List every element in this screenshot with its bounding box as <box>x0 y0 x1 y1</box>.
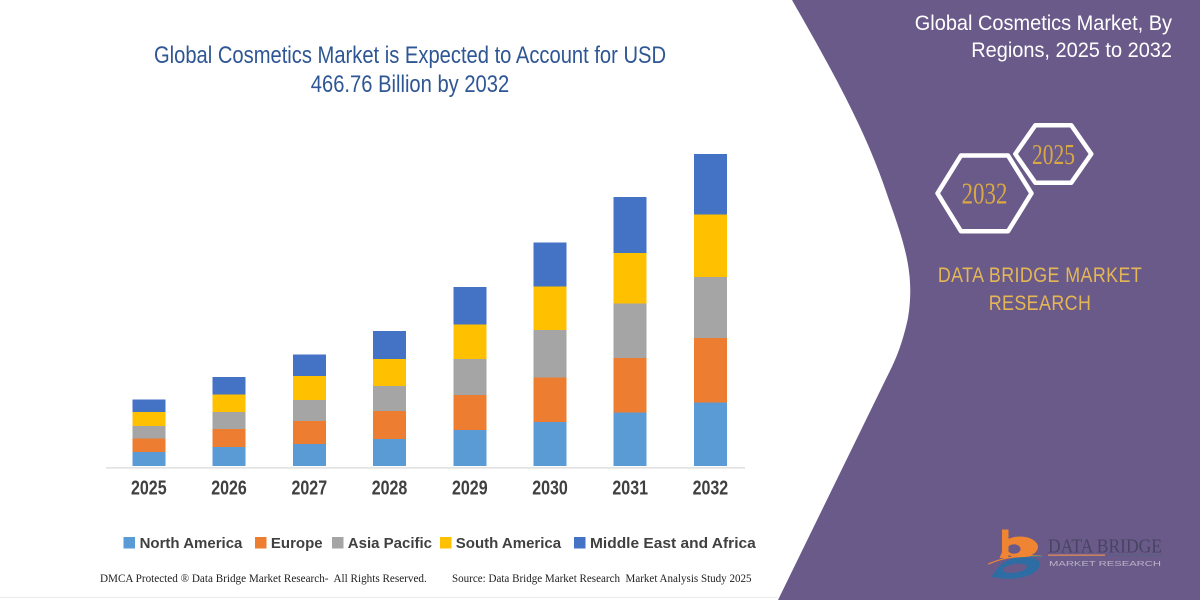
svg-text:South America: South America <box>456 535 562 552</box>
svg-text:2029: 2029 <box>452 477 488 499</box>
svg-text:North America: North America <box>140 535 243 552</box>
svg-text:Asia Pacific: Asia Pacific <box>348 535 432 552</box>
svg-text:2032: 2032 <box>693 477 729 499</box>
svg-text:2028: 2028 <box>372 477 408 499</box>
svg-text:Middle East and Africa: Middle East and Africa <box>590 535 756 552</box>
svg-text:2032: 2032 <box>962 176 1008 210</box>
svg-text:2027: 2027 <box>291 477 327 499</box>
svg-text:2025: 2025 <box>131 477 167 499</box>
svg-text:2025: 2025 <box>1032 138 1075 171</box>
svg-text:2026: 2026 <box>211 477 247 499</box>
svg-text:Europe: Europe <box>271 535 323 552</box>
svg-text:DATA BRIDGE: DATA BRIDGE <box>1048 536 1162 558</box>
svg-text:2030: 2030 <box>532 477 568 499</box>
svg-text:2031: 2031 <box>612 477 648 499</box>
svg-text:MARKET RESEARCH: MARKET RESEARCH <box>1049 559 1161 568</box>
